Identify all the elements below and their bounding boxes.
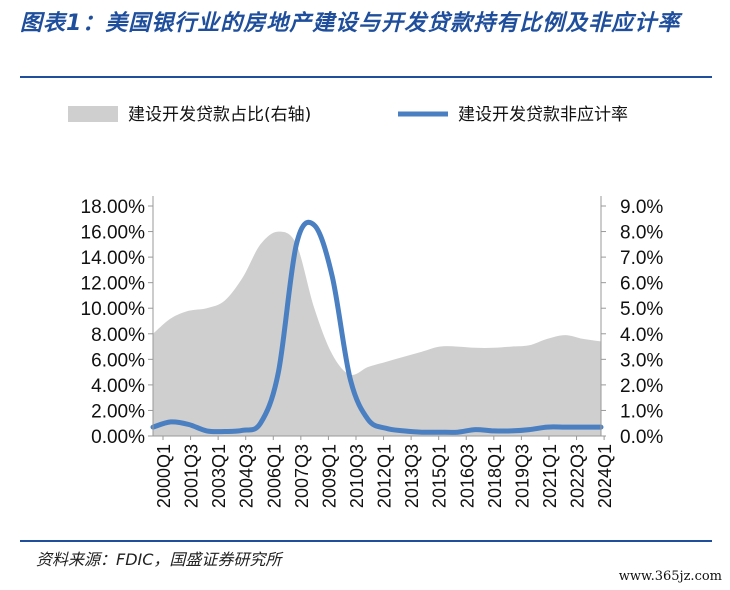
x-tick-label: 2009Q1 [319, 444, 339, 508]
y-right-tick-label: 2.0% [620, 376, 663, 397]
y-left-tick-label: 18.00% [81, 197, 146, 218]
y-right-tick-label: 1.0% [620, 401, 663, 422]
x-tick-label: 2013Q3 [402, 444, 422, 508]
y-right-tick-label: 9.0% [620, 197, 663, 218]
x-tick-label: 2021Q1 [540, 444, 560, 508]
y-left-tick-label: 0.00% [91, 427, 145, 448]
y-right-tick-label: 8.0% [620, 223, 663, 244]
x-tick-label: 2019Q3 [512, 444, 532, 508]
series-line-nonaccrual [150, 219, 604, 435]
figure-title: 图表1：美国银行业的房地产建设与开发贷款持有比例及非应计率 [20, 11, 681, 36]
y-right-tick-label: 4.0% [620, 325, 663, 346]
source-rule [20, 540, 712, 542]
y-left-tick-label: 8.00% [91, 325, 145, 346]
legend-area-label: 建设开发贷款占比(右轴) [128, 105, 311, 125]
x-tick-label: 2007Q3 [292, 444, 312, 508]
x-tick-label: 2001Q3 [182, 444, 202, 508]
y-left-tick-label: 16.00% [81, 223, 146, 244]
x-tick-label: 2006Q1 [264, 444, 284, 508]
y-left-tick-label: 4.00% [91, 376, 145, 397]
x-tick-label: 2024Q1 [595, 444, 615, 508]
x-tick-label: 2022Q3 [568, 444, 588, 508]
chart: 建设开发贷款占比(右轴) 建设开发贷款非应计率 0.00% 2.00% 4.00% 6… [68, 105, 663, 508]
plot-area: 0.00% 2.00% 4.00% 6.00% 8.00% 10.00% 12.00% 14.… [81, 196, 663, 508]
x-tick-label: 2015Q1 [430, 444, 450, 508]
source-note: 资料来源：FDIC，国盛证券研究所 [36, 550, 282, 569]
x-tick-label: 2012Q1 [375, 444, 395, 508]
series-area-share [153, 231, 601, 436]
y-left-tick-label: 6.00% [91, 350, 145, 371]
x-tick-label: 2000Q1 [154, 444, 174, 508]
x-tick-label: 2004Q3 [237, 444, 257, 508]
y-right-tick-label: 3.0% [620, 350, 663, 371]
x-tick-label: 2010Q3 [347, 444, 367, 508]
y-left-tick-label: 14.00% [81, 248, 146, 269]
y-left-tick-label: 12.00% [81, 274, 146, 295]
y-right-tick-label: 5.0% [620, 299, 663, 320]
legend: 建设开发贷款占比(右轴) 建设开发贷款非应计率 [68, 105, 628, 125]
y-right-tick-label: 7.0% [620, 248, 663, 269]
x-tick-label: 2018Q1 [485, 444, 505, 508]
y-left-tick-label: 10.00% [81, 299, 146, 320]
y-left-tick-label: 2.00% [91, 401, 145, 422]
x-tick-label: 2003Q1 [209, 444, 229, 508]
title-rule [20, 76, 712, 78]
watermark: www.365jz.com [618, 569, 722, 584]
y-right-tick-label: 0.0% [620, 427, 663, 448]
legend-area-swatch [68, 106, 118, 122]
x-tick-label: 2016Q3 [457, 444, 477, 508]
y-right-tick-label: 6.0% [620, 274, 663, 295]
legend-line-label: 建设开发贷款非应计率 [458, 105, 628, 125]
